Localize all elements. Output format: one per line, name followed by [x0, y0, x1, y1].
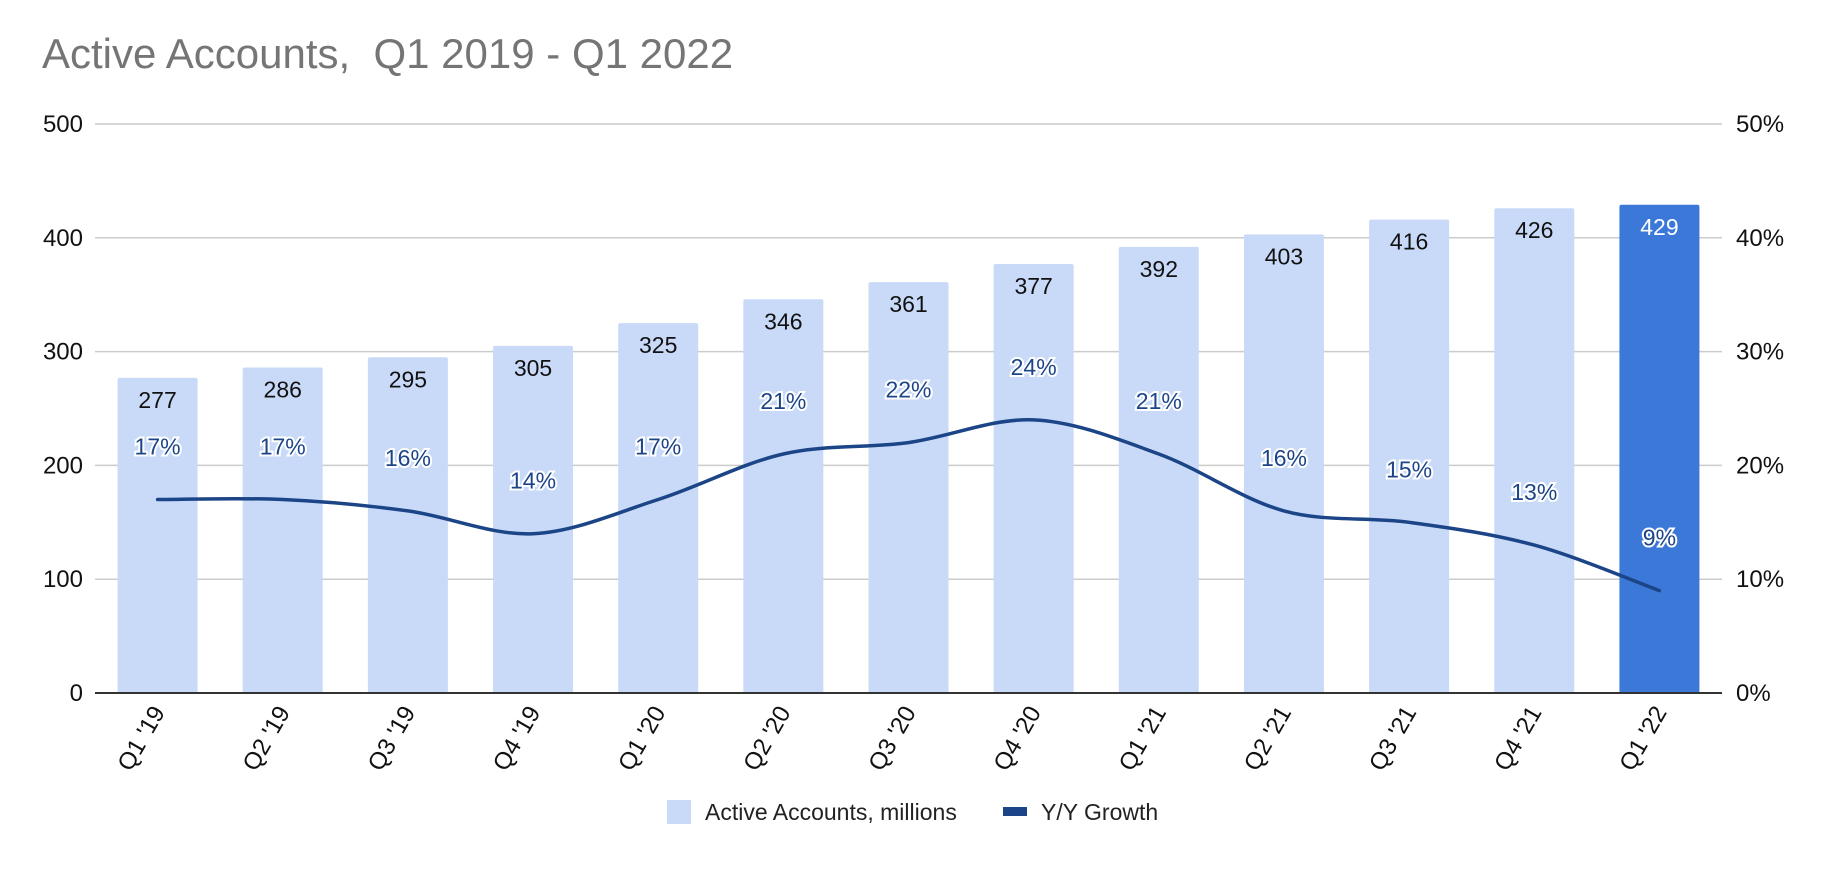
- y-left-tick-label: 300: [43, 339, 83, 366]
- y-right-tick-label: 50%: [1736, 111, 1784, 138]
- bar-value-label: 426: [1515, 217, 1553, 243]
- y-right-tick-label: 20%: [1736, 452, 1784, 479]
- x-tick-label: Q1 '21: [1114, 702, 1172, 776]
- legend-swatch-bar: [667, 800, 691, 824]
- bar: [117, 377, 198, 693]
- bar-value-label: 429: [1640, 214, 1678, 240]
- y-left-tick-label: 200: [43, 452, 83, 479]
- bar-value-label: 377: [1014, 273, 1052, 299]
- bar: [1494, 208, 1575, 693]
- x-tick-label: Q4 '20: [988, 702, 1046, 776]
- bar: [1619, 204, 1700, 693]
- y-right-tick-label: 0%: [1736, 680, 1771, 707]
- growth-value-label: 14%: [510, 468, 556, 494]
- y-left-tick-label: 0: [70, 680, 83, 707]
- x-tick-label: Q4 '19: [488, 702, 546, 776]
- x-tick-label: Q3 '21: [1364, 702, 1422, 776]
- growth-value-label: 17%: [260, 434, 306, 460]
- bar-value-label: 416: [1390, 229, 1428, 255]
- growth-value-label: 24%: [1011, 354, 1057, 380]
- legend-swatch-line: [1003, 807, 1027, 816]
- bar: [1118, 246, 1199, 694]
- legend-label-bar: Active Accounts, millions: [705, 799, 957, 825]
- growth-value-label: 15%: [1386, 456, 1432, 482]
- bar-value-label: 346: [764, 308, 802, 334]
- growth-value-label: 9%: [1643, 525, 1676, 551]
- growth-value-label: 21%: [760, 388, 806, 414]
- growth-value-label: 16%: [385, 445, 431, 471]
- growth-value-label: 16%: [1261, 445, 1307, 471]
- bar-value-label: 361: [889, 291, 927, 317]
- x-tick-label: Q1 '20: [613, 702, 671, 776]
- bar: [1369, 219, 1450, 694]
- growth-value-label: 22%: [885, 377, 931, 403]
- bar: [868, 282, 949, 693]
- growth-line: [155, 418, 1662, 593]
- bar-value-label: 286: [264, 377, 302, 403]
- bar: [743, 299, 824, 693]
- bar: [493, 345, 574, 693]
- x-tick-label: Q3 '19: [363, 702, 421, 776]
- y-left-tick-label: 500: [43, 111, 83, 138]
- bar-value-label: 325: [639, 332, 677, 358]
- y-right-tick-label: 30%: [1736, 339, 1784, 366]
- bar: [1243, 234, 1324, 694]
- bar: [618, 323, 699, 693]
- y-right-tick-label: 40%: [1736, 225, 1784, 252]
- growth-value-label: 17%: [135, 434, 181, 460]
- x-tick-label: Q3 '20: [863, 702, 921, 776]
- bar: [242, 367, 323, 693]
- y-right-tick-label: 10%: [1736, 566, 1784, 593]
- growth-value-label: 17%: [635, 434, 681, 460]
- x-tick-label: Q2 '21: [1239, 702, 1297, 776]
- x-tick-label: Q1 '22: [1614, 702, 1672, 776]
- x-tick-label: Q2 '19: [238, 702, 296, 776]
- bar-value-label: 403: [1265, 243, 1303, 269]
- bar: [993, 263, 1074, 693]
- chart-title: Active Accounts, Q1 2019 - Q1 2022: [42, 30, 734, 77]
- bar: [367, 357, 448, 693]
- y-left-tick-label: 100: [43, 566, 83, 593]
- bar-value-label: 277: [138, 387, 176, 413]
- legend-label-line: Y/Y Growth: [1041, 799, 1158, 825]
- x-tick-label: Q4 '21: [1489, 702, 1547, 776]
- growth-value-label: 13%: [1511, 479, 1557, 505]
- growth-value-label: 21%: [1136, 388, 1182, 414]
- bar-value-label: 295: [389, 366, 427, 392]
- y-left-tick-label: 400: [43, 225, 83, 252]
- bar-value-label: 392: [1140, 256, 1178, 282]
- x-tick-label: Q1 '19: [112, 702, 170, 776]
- bar-value-label: 305: [514, 355, 552, 381]
- x-tick-label: Q2 '20: [738, 702, 796, 776]
